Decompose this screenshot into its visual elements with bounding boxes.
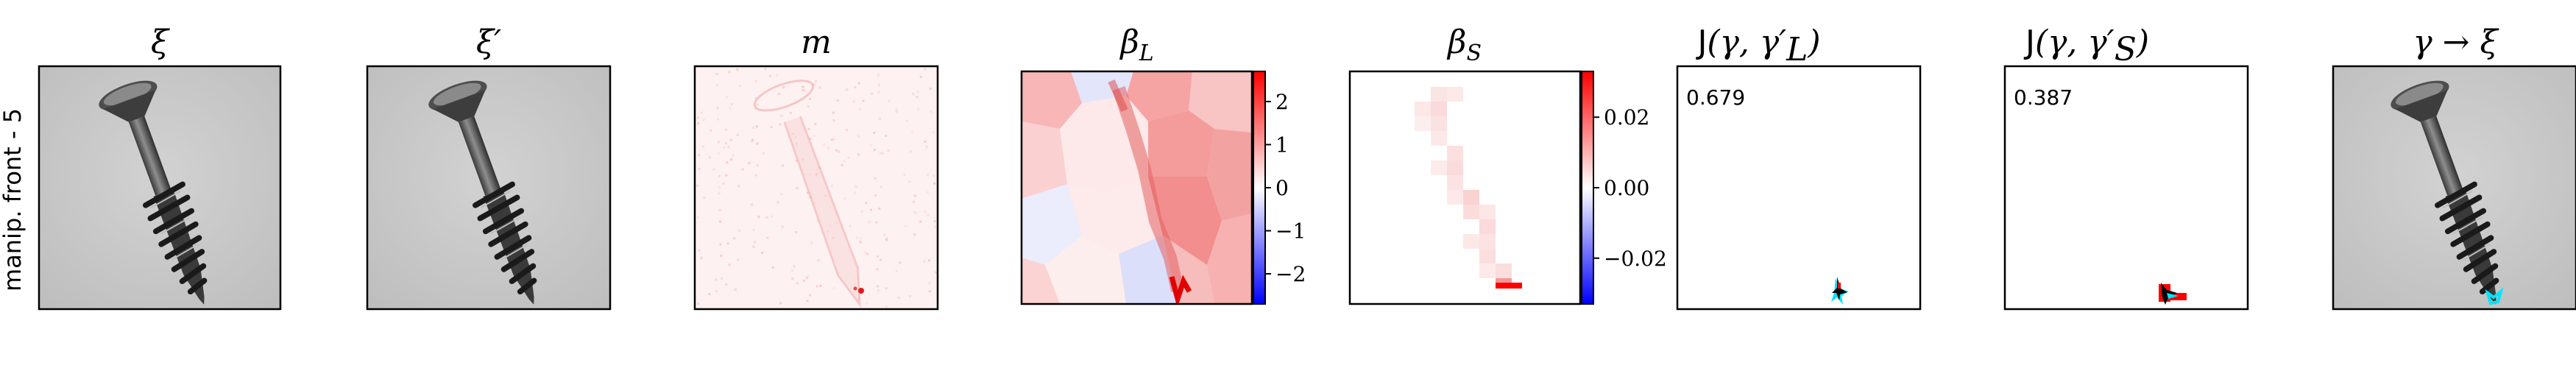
beta-S-cell — [1431, 87, 1447, 102]
beta-S-cell — [1447, 87, 1463, 102]
beta-S-cell — [1447, 190, 1463, 205]
panel-title-m: m — [801, 24, 832, 61]
cbar-S-tick-label-2: −0.02 — [1604, 247, 1667, 271]
panel-title-J-L: J(γ, γ′L) — [1695, 24, 1820, 68]
beta-S-cell — [1447, 146, 1463, 160]
panel-title-J-S: J(γ, γ′S) — [2023, 24, 2149, 68]
beta-S-cell — [1463, 190, 1479, 205]
colorbar-beta-S: 0.02 0.00 −0.02 — [1582, 71, 1667, 304]
panel-beta-S: βS 0.02 0.00 −0.02 — [1350, 24, 1667, 304]
beta-S-cell — [1463, 234, 1479, 249]
panel-title-xi: ξ — [151, 24, 171, 61]
cbar-L-tick-label-1: 1 — [1275, 132, 1289, 157]
beta-S-cell — [1479, 249, 1496, 263]
beta-S-cell — [1431, 131, 1447, 146]
beta-S-cell — [1431, 102, 1447, 116]
beta-S-cell — [1479, 234, 1496, 249]
beta-S-cell — [1463, 205, 1479, 219]
beta-S-cell — [1431, 160, 1447, 175]
panel-gamma-to-xi: γ → ξ — [2333, 24, 2576, 315]
beta-S-cell — [1447, 175, 1463, 190]
cbar-S-tick-label-0: 0.02 — [1604, 105, 1649, 130]
cbar-S-tick-label-1: 0.00 — [1604, 176, 1649, 200]
panel-J-S: J(γ, γ′S) 0.387 — [2005, 24, 2248, 309]
panel-title-gamma-to-xi: γ → ξ — [2413, 24, 2499, 61]
row-label: manip. front - 5 — [0, 108, 26, 291]
panel-xi: ξ — [39, 24, 280, 315]
image-xi — [39, 66, 280, 315]
map-m — [695, 66, 938, 315]
beta-S-cell — [1479, 263, 1496, 278]
beta-S-cell — [1431, 116, 1447, 131]
heatmap-beta-L — [1022, 71, 1252, 304]
panel-title-beta-S: βS — [1446, 24, 1482, 66]
panel-title-beta-L: βL — [1119, 24, 1153, 66]
panel-xi-prime: ξ′ — [367, 24, 610, 315]
score-J-S: 0.387 — [2014, 85, 2073, 110]
heatmap-beta-S — [1350, 71, 1580, 304]
cbar-L-tick-label-2: 0 — [1275, 176, 1289, 200]
image-gamma-to-xi — [2333, 66, 2576, 315]
cbar-L-tick-label-3: −1 — [1275, 219, 1306, 244]
beta-S-cell — [1415, 116, 1431, 131]
image-xi-prime — [367, 66, 610, 315]
panel-J-L: J(γ, γ′L) 0.679 — [1677, 24, 1920, 309]
panel-title-xi-prime: ξ′ — [476, 24, 501, 61]
panel-m: m — [695, 24, 938, 315]
beta-S-cell-peak — [1496, 283, 1522, 289]
beta-S-cell — [1447, 160, 1463, 175]
beta-S-cell — [1479, 205, 1496, 219]
colorbar-beta-L: 2 1 0 −1 −2 — [1253, 71, 1306, 304]
beta-S-cell — [1415, 102, 1431, 116]
score-J-L: 0.679 — [1686, 85, 1745, 110]
beta-S-cell — [1496, 263, 1512, 278]
panel-beta-L: βL 2 1 0 −1 −2 — [1022, 24, 1306, 304]
beta-S-cell — [1479, 219, 1496, 234]
cbar-L-tick-label-4: −2 — [1275, 262, 1306, 286]
cbar-L-tick-label-0: 2 — [1275, 90, 1289, 114]
